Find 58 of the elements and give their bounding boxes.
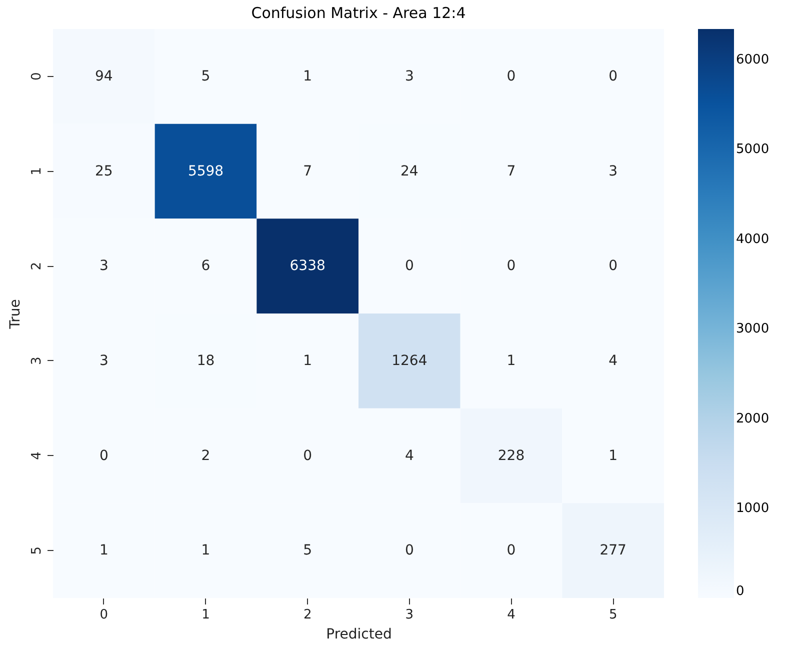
color-bar-label: 5000: [736, 142, 770, 158]
data-label: 1264: [392, 352, 428, 369]
data-label: 1: [506, 352, 516, 369]
data-label: 0: [608, 68, 618, 84]
data-label: 3: [404, 68, 414, 84]
x-tick-label: 3: [405, 608, 414, 622]
y-tick-label: 3: [30, 356, 44, 366]
data-label: 24: [400, 163, 418, 180]
data-label: 2: [201, 448, 210, 464]
data-label: 0: [303, 448, 312, 464]
data-label: 1: [99, 542, 108, 559]
data-label: 3: [99, 258, 108, 274]
color-bar-label: 3000: [736, 322, 770, 337]
data-label: 4: [404, 448, 414, 464]
color-bar-label: 2000: [736, 411, 770, 426]
data-label: 5: [303, 542, 312, 559]
data-label: 0: [608, 258, 618, 274]
data-label: 1: [303, 352, 312, 369]
x-tick-label: 0: [100, 608, 108, 622]
y-tick-label: 4: [30, 452, 44, 460]
data-label: 228: [498, 448, 525, 464]
data-label: 277: [600, 542, 626, 559]
color-bar-label: 6000: [736, 52, 770, 68]
color-bar-label: 1000: [736, 501, 770, 516]
data-label: 3: [608, 163, 618, 180]
data-label: 0: [506, 68, 516, 84]
x-tick-label: 2: [303, 608, 312, 622]
data-label: 1: [201, 542, 210, 559]
data-label: 6338: [290, 258, 326, 274]
data-label: 94: [95, 68, 113, 84]
data-label: 6: [201, 258, 210, 274]
data-label: 0: [404, 542, 414, 559]
y-tick-label: 2: [30, 262, 44, 270]
color-bar-label: 0: [736, 584, 744, 599]
data-label: 18: [196, 352, 215, 369]
data-label: 1: [303, 68, 312, 84]
x-tick-label: 5: [608, 608, 618, 622]
data-label: 0: [506, 258, 516, 274]
data-label: 5: [201, 68, 210, 84]
x-tick-label: 4: [507, 608, 516, 622]
data-label: 7: [506, 163, 516, 180]
data-label: 25: [95, 163, 113, 180]
data-label: 1: [608, 448, 618, 464]
y-tick-label: 0: [30, 72, 44, 81]
data-label: 4: [608, 352, 618, 369]
y-tick-label: 5: [30, 546, 44, 555]
data-label: 0: [506, 542, 516, 559]
y-tick-label: 1: [30, 167, 44, 176]
chart-title: Confusion Matrix - Area 12:4: [251, 4, 466, 22]
x-axis-title: Predicted: [326, 626, 392, 642]
data-label: 0: [404, 258, 414, 274]
y-axis-title: True: [8, 299, 24, 330]
x-tick-label: 1: [202, 608, 210, 622]
data-label: 5598: [188, 163, 224, 180]
data-label: 0: [99, 448, 108, 464]
color-bar-label: 4000: [736, 232, 770, 247]
data-label: 7: [303, 163, 312, 180]
data-label: 3: [99, 352, 108, 369]
